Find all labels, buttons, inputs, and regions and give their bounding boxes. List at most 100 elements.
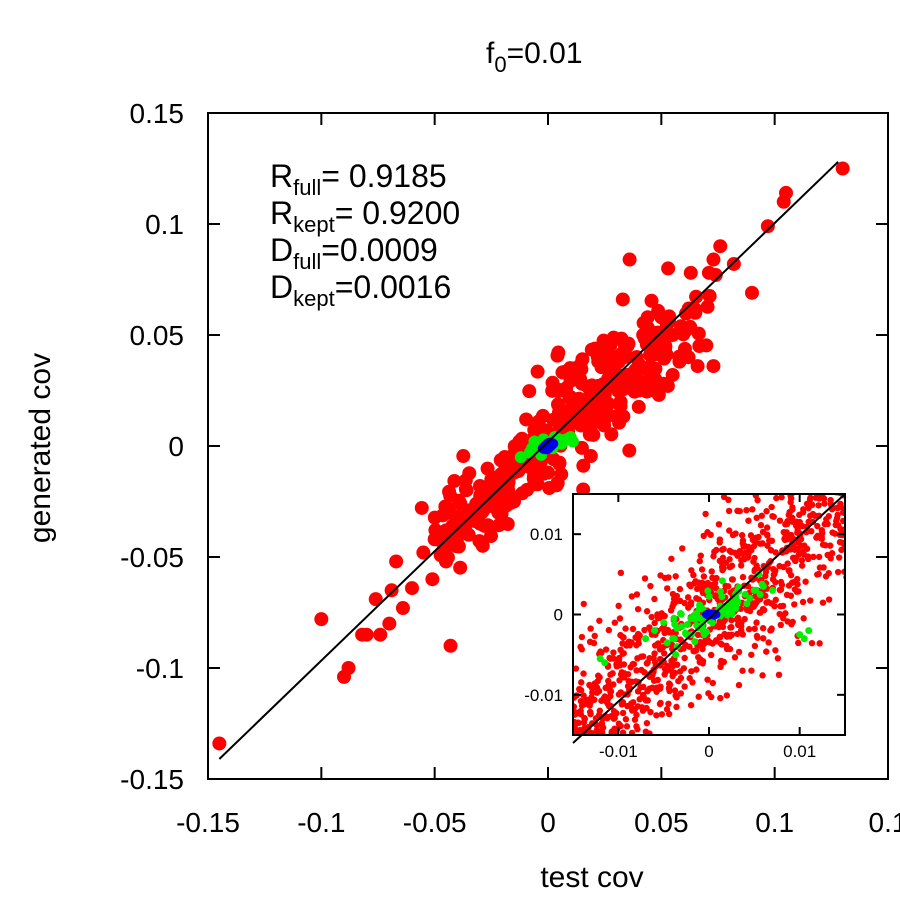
inset-full-point <box>576 726 584 734</box>
inset-full-point <box>564 679 570 685</box>
inset-full-point <box>562 717 568 723</box>
inset-full-point <box>879 418 885 424</box>
inset-full-point <box>864 459 870 465</box>
inset-full-point <box>777 603 784 610</box>
inset-kept-point <box>756 591 764 599</box>
inset-kept-point <box>728 602 736 610</box>
inset-full-point <box>892 395 898 401</box>
inset-full-point <box>512 801 518 807</box>
full-point <box>631 399 646 414</box>
inset-full-point <box>865 465 871 471</box>
inset-full-point <box>554 791 560 797</box>
inset-full-point <box>852 522 858 528</box>
inset-full-point <box>876 517 882 523</box>
full-point <box>475 538 490 553</box>
inset-full-point <box>659 644 667 651</box>
inset-full-point <box>563 696 569 702</box>
inset-full-point <box>839 486 845 492</box>
inset-full-point <box>560 746 566 752</box>
inset-full-point <box>858 493 864 499</box>
inset-full-point <box>825 482 831 488</box>
inset-full-point <box>851 469 857 475</box>
inset-full-point <box>707 651 715 659</box>
inset-full-point <box>852 518 858 524</box>
inset-full-point <box>690 647 697 655</box>
full-point <box>665 328 680 342</box>
inset-full-point <box>877 438 883 444</box>
full-point <box>665 367 680 382</box>
inset-full-point <box>666 629 673 636</box>
inset-full-point <box>696 557 703 565</box>
inset-full-point <box>573 665 580 672</box>
inset-full-point <box>863 493 869 499</box>
inset-full-point <box>535 713 541 719</box>
inset-full-point <box>759 672 766 679</box>
inset-full-point <box>866 518 872 524</box>
inset-full-point <box>665 700 672 708</box>
inset-full-point <box>534 745 540 751</box>
inset-full-point <box>777 578 785 586</box>
inset-full-point <box>803 545 811 553</box>
full-point <box>576 458 591 473</box>
full-point <box>495 470 510 485</box>
inset-full-point <box>651 595 658 603</box>
inset-full-point <box>729 531 737 539</box>
inset-full-point <box>555 738 561 744</box>
inset-full-point <box>888 501 894 507</box>
inset-full-point <box>505 838 511 844</box>
inset-full-point <box>528 677 534 683</box>
inset-full-point <box>792 482 798 488</box>
inset-full-point <box>874 383 880 389</box>
inset-full-point <box>543 797 549 803</box>
inset-full-point <box>528 743 534 749</box>
inset-full-point <box>757 521 765 529</box>
inset-full-point <box>794 581 801 588</box>
full-point <box>314 612 329 627</box>
y-ticks: -0.15 -0.1 -0.05 0 0.05 0.1 0.15 <box>120 98 888 795</box>
inset-full-point <box>822 451 828 457</box>
inset-full-point <box>633 667 640 674</box>
inset-full-point <box>610 715 618 722</box>
inset-full-point <box>532 729 538 735</box>
inset-full-point <box>541 788 547 794</box>
inset-full-point <box>713 546 720 554</box>
inset-full-point <box>875 475 881 481</box>
inset-full-point <box>536 743 542 749</box>
inset-full-point <box>763 648 770 655</box>
inset-full-point <box>594 760 600 766</box>
inset-full-point <box>876 429 882 435</box>
full-point <box>683 265 698 280</box>
inset-full-point <box>827 454 833 460</box>
inset-full-point <box>835 554 843 561</box>
inset-full-point <box>704 676 711 683</box>
inset-full-point <box>786 567 793 574</box>
full-point <box>596 333 611 348</box>
inset-full-point <box>892 453 898 459</box>
inset-full-point <box>872 470 878 476</box>
inset-x-tick-label: 0.01 <box>783 742 816 761</box>
inset-full-point <box>586 743 592 749</box>
full-point <box>662 309 677 324</box>
inset-full-point <box>641 669 648 676</box>
inset-full-point <box>851 436 857 442</box>
full-point <box>643 372 657 387</box>
inset-full-point <box>877 474 883 480</box>
inset-full-point <box>875 489 881 495</box>
inset-full-point <box>715 521 723 528</box>
inset-full-point <box>810 461 816 467</box>
inset-full-point <box>619 729 627 735</box>
inset-full-point <box>553 764 559 770</box>
inset-full-point <box>518 714 524 720</box>
inset-full-point <box>538 763 544 769</box>
inset-full-point <box>630 660 637 668</box>
inset-full-point <box>833 477 839 483</box>
inset-full-point <box>821 473 827 479</box>
inset-full-point <box>879 469 885 475</box>
inset-full-point <box>615 691 623 698</box>
full-point <box>425 572 440 587</box>
inset-full-point <box>610 649 617 656</box>
inset-full-point <box>559 710 565 716</box>
inset-full-point <box>641 575 649 582</box>
inset-full-point <box>799 465 805 471</box>
inset-full-point <box>548 780 554 786</box>
